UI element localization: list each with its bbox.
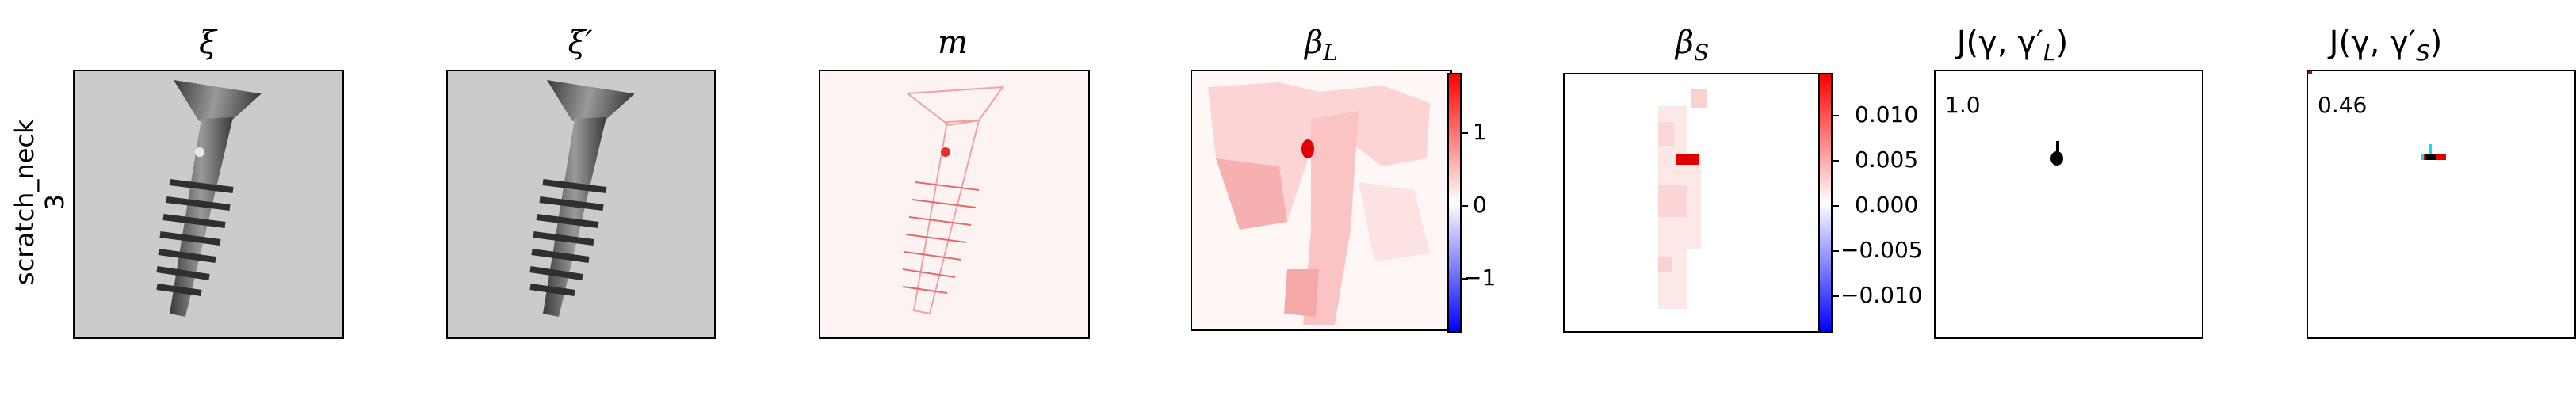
colorbar-beta-s-tick-0005: 0.005 [1855, 147, 1919, 173]
panel-xi-prime [446, 70, 716, 339]
j-l-overlay [2050, 141, 2063, 166]
beta-l-heatmap [1192, 71, 1450, 329]
panel-j-l: 1.0 [1934, 70, 2203, 339]
j-s-end: ) [2429, 25, 2443, 61]
j-s-main: J(γ, γ′ [2329, 25, 2416, 61]
panel-m [819, 70, 1090, 339]
j-l-main: J(γ, γ′ [1956, 25, 2044, 61]
screw-image-xi [75, 71, 342, 337]
beta-s-main: β [1675, 25, 1694, 61]
screw-image-xi-prime [448, 71, 714, 337]
colorbar-beta-s-tick-0000: 0.000 [1855, 192, 1919, 218]
beta-s-heatmap [1565, 74, 1820, 331]
colorbar-beta-l-tick-0: 0 [1473, 192, 1487, 218]
mask-image [820, 71, 1088, 337]
panel-title-xi-prime: ξ′ [568, 25, 593, 61]
panel-title-m: m [938, 25, 968, 61]
panel-title-xi: ξ [198, 25, 217, 61]
row-label-line2: 3 [40, 194, 70, 211]
panel-title-j-s: J(γ, γ′S) [2148, 24, 2576, 72]
j-l-end: ) [2055, 25, 2069, 61]
colorbar-beta-s-tick-0010: 0.010 [1855, 101, 1919, 128]
row-label: scratch_neck 3 [10, 119, 70, 285]
colorbar-beta-s-tick-neg0010: −0.010 [1840, 282, 1923, 308]
panel-title-beta-s: βS [1534, 24, 1851, 72]
panel-xi [73, 70, 344, 339]
colorbar-beta-l [1447, 73, 1462, 333]
j-s-overlay [2308, 71, 2446, 160]
colorbar-beta-s [1818, 73, 1833, 333]
panel-title-j-l: J(γ, γ′L) [1775, 24, 2250, 72]
panel-title-beta-l: βL [1163, 24, 1480, 72]
score-j-s: 0.46 [2318, 92, 2368, 118]
score-j-l: 1.0 [1945, 92, 1981, 118]
colorbar-beta-s-tick-neg0005: −0.005 [1840, 237, 1923, 263]
beta-s-sub: S [1693, 40, 1710, 66]
panel-beta-s [1563, 73, 1821, 333]
j-l-sub: L [2043, 40, 2056, 66]
colorbar-beta-l-tick-neg1: −1 [1463, 265, 1496, 291]
j-s-sub: S [2415, 40, 2430, 66]
panel-j-s: 0.46 [2307, 70, 2576, 339]
beta-l-main: β [1305, 25, 1324, 61]
beta-l-sub: L [1323, 40, 1338, 66]
row-label-line1: scratch_neck [10, 119, 40, 285]
colorbar-beta-l-tick-1: 1 [1473, 119, 1487, 145]
panel-beta-l [1191, 70, 1452, 331]
